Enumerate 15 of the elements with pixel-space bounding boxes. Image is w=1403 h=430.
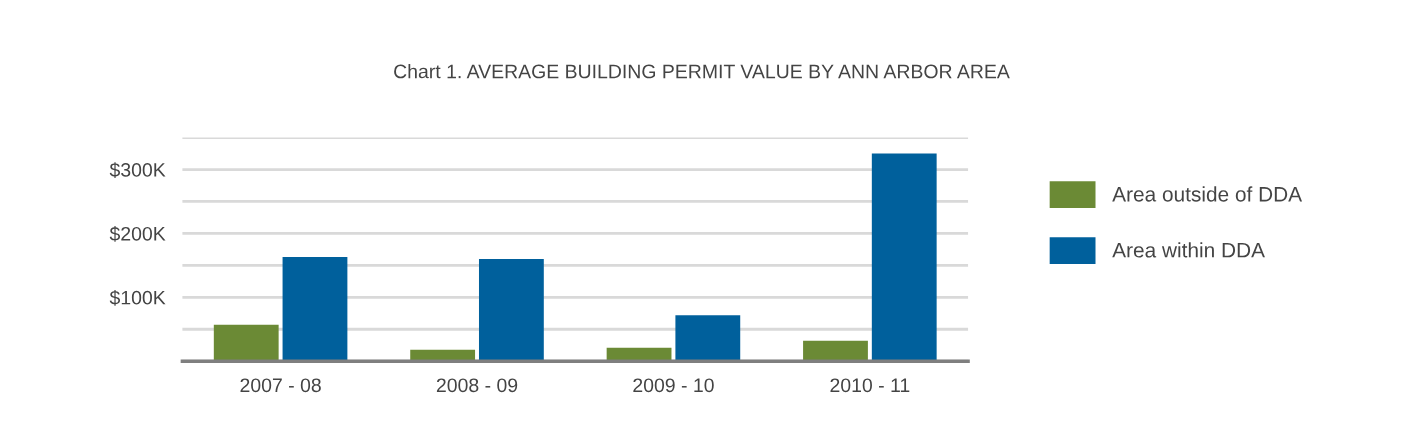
bar — [282, 257, 348, 362]
legend-label: Area outside of DDA — [1112, 186, 1303, 202]
x-tick-label: 2007 - 08 — [240, 378, 321, 393]
bar — [478, 258, 544, 362]
y-tick-label: $100K — [109, 289, 166, 306]
chart-title: Chart 1. AVERAGE BUILDING PERMIT VALUE BY ANN ARBOR AREA — [394, 64, 1010, 79]
y-tick-label: $200K — [109, 226, 166, 242]
x-tick-label: 2010 - 11 — [830, 378, 910, 393]
x-tick-label: 2008 - 09 — [436, 378, 518, 393]
x-tick-label: 2009 - 10 — [633, 378, 714, 393]
bar — [871, 153, 937, 362]
y-tick-label: $300K — [109, 162, 166, 178]
bar — [675, 315, 741, 362]
legend-label: Area within DDA — [1112, 242, 1265, 258]
bar — [213, 324, 279, 362]
